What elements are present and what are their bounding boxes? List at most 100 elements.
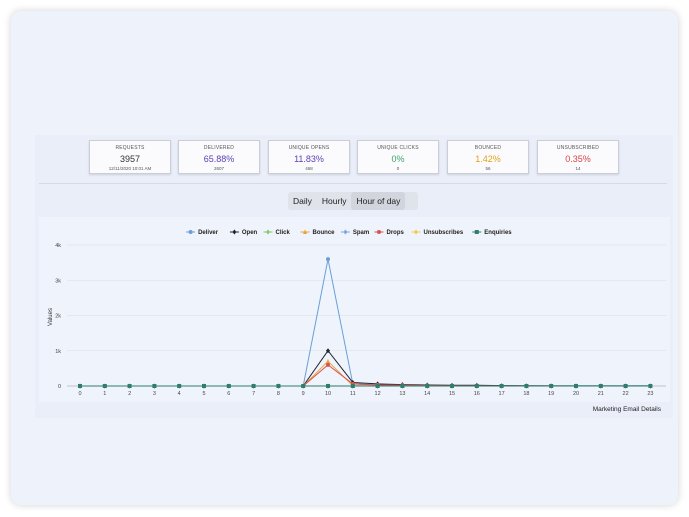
data-point	[266, 229, 270, 235]
legend-item: Click	[263, 229, 291, 236]
email-report-panel: REQUESTS 3957 12/11/2020 10:01 AM DELIVE…	[35, 135, 673, 418]
stat-value: 65.88%	[203, 154, 235, 164]
stat-label: DELIVERED	[203, 145, 235, 151]
series-open	[78, 348, 653, 389]
data-point	[152, 384, 157, 388]
stat-label: UNIQUE OPENS	[288, 145, 330, 151]
legend-item: Unsubscribes	[411, 229, 464, 236]
stat-value: 3957	[119, 154, 141, 164]
legend-label: Drops	[387, 230, 405, 236]
stat-value: 0%	[391, 154, 405, 164]
chart-legend: Deliver Open Click Bounce Spam Drops Unsubscri…	[186, 229, 512, 236]
stat-value: 1.42%	[475, 154, 501, 164]
legend-label: Spam	[353, 230, 369, 236]
data-point	[598, 384, 603, 388]
x-tick-label: 3	[153, 391, 156, 397]
data-point	[326, 362, 330, 367]
data-point	[524, 384, 529, 388]
data-point	[177, 384, 182, 388]
legend-label: Enquiries	[484, 230, 512, 236]
data-point	[188, 230, 193, 234]
x-tick-label: 12	[375, 391, 381, 397]
legend-label: Open	[242, 230, 258, 236]
tab-daily[interactable]: Daily	[293, 196, 312, 206]
data-point	[343, 229, 348, 235]
x-tick-label: 23	[647, 391, 653, 397]
data-point	[303, 229, 307, 234]
legend-item: Open	[229, 229, 258, 236]
data-point	[326, 257, 330, 262]
data-point	[350, 384, 355, 388]
data-point	[450, 384, 454, 388]
legend-label: Unsubscribes	[424, 230, 464, 236]
data-point	[301, 384, 306, 388]
x-tick-label: 2	[128, 391, 131, 397]
stat-card-unique-opens: UNIQUE OPENS 11.83% 468	[268, 140, 350, 174]
data-point	[102, 384, 107, 388]
x-tick-label: 1	[103, 391, 106, 397]
x-tick-label: 0	[78, 391, 81, 397]
stat-card-delivered: DELIVERED 65.88% 2607	[178, 140, 260, 174]
x-tick-label: 16	[474, 391, 480, 397]
x-tick-label: 11	[350, 391, 356, 397]
series-line	[80, 349, 651, 387]
data-point	[202, 384, 206, 388]
tab-hour-of-day[interactable]: Hour of day	[351, 192, 406, 210]
x-tick-label: 15	[449, 391, 455, 397]
legend-item: Enquiries	[472, 230, 512, 236]
legend-item: Deliver	[186, 230, 219, 236]
x-tick-label: 18	[523, 391, 529, 397]
data-point	[474, 384, 479, 388]
data-point	[499, 384, 504, 388]
tab-hourly[interactable]: Hourly	[321, 196, 347, 206]
x-tick-label: 10	[325, 391, 331, 397]
series-deliver	[78, 257, 653, 388]
x-tick-label: 5	[202, 391, 205, 397]
data-point	[377, 230, 381, 234]
stat-value: 11.83%	[294, 154, 324, 164]
stat-card-bounced: BOUNCED 1.42% 56	[447, 140, 529, 174]
data-point	[400, 384, 405, 388]
stat-card-unsubscribed: UNSUBSCRIBED 0.35% 14	[537, 140, 619, 174]
stat-label: REQUESTS	[115, 145, 145, 151]
stat-label: UNIQUE CLICKS	[377, 145, 419, 151]
y-tick-label: 3k	[55, 278, 61, 284]
data-point	[276, 384, 281, 388]
x-tick-label: 21	[598, 391, 604, 397]
stat-value: 0.35%	[565, 154, 591, 164]
line-chart: Deliver Open Click Bounce Spam Drops Unsubscri…	[48, 229, 666, 397]
stat-label: UNSUBSCRIBED	[556, 145, 600, 151]
stat-sub: 12/11/2020 10:01 AM	[108, 166, 152, 171]
series-line	[80, 259, 651, 387]
y-axis-label: Values	[48, 308, 54, 326]
y-tick-label: 1k	[55, 349, 61, 355]
divider	[39, 183, 667, 184]
x-tick-label: 13	[399, 391, 405, 397]
data-point	[474, 230, 479, 234]
stat-sub: 468	[305, 166, 313, 171]
legend-item: Drops	[374, 230, 405, 236]
x-tick-label: 17	[499, 391, 505, 397]
data-point	[127, 384, 132, 388]
legend-label: Bounce	[313, 230, 336, 236]
stat-sub: 2607	[213, 166, 224, 171]
y-tick-label: 2k	[55, 314, 61, 320]
data-point	[226, 384, 231, 388]
y-tick-label: 4k	[55, 243, 61, 249]
footer-title: Marketing Email Details	[592, 406, 661, 413]
data-point	[549, 384, 554, 388]
data-point	[425, 384, 430, 388]
x-tick-label: 8	[277, 391, 280, 397]
x-tick-label: 19	[548, 391, 554, 397]
y-tick-label: 0	[58, 384, 61, 390]
data-point	[574, 384, 578, 388]
period-tabs: Daily Hourly Hour of day	[288, 192, 418, 210]
data-point	[326, 348, 330, 354]
x-tick-label: 14	[424, 391, 430, 397]
y-axis: 0 1k 2k 3k 4k	[55, 243, 61, 390]
data-point	[375, 384, 380, 388]
data-point	[623, 384, 628, 388]
chart-grid	[67, 244, 666, 387]
legend-label: Click	[276, 230, 291, 236]
stat-label: BOUNCED	[474, 145, 502, 151]
